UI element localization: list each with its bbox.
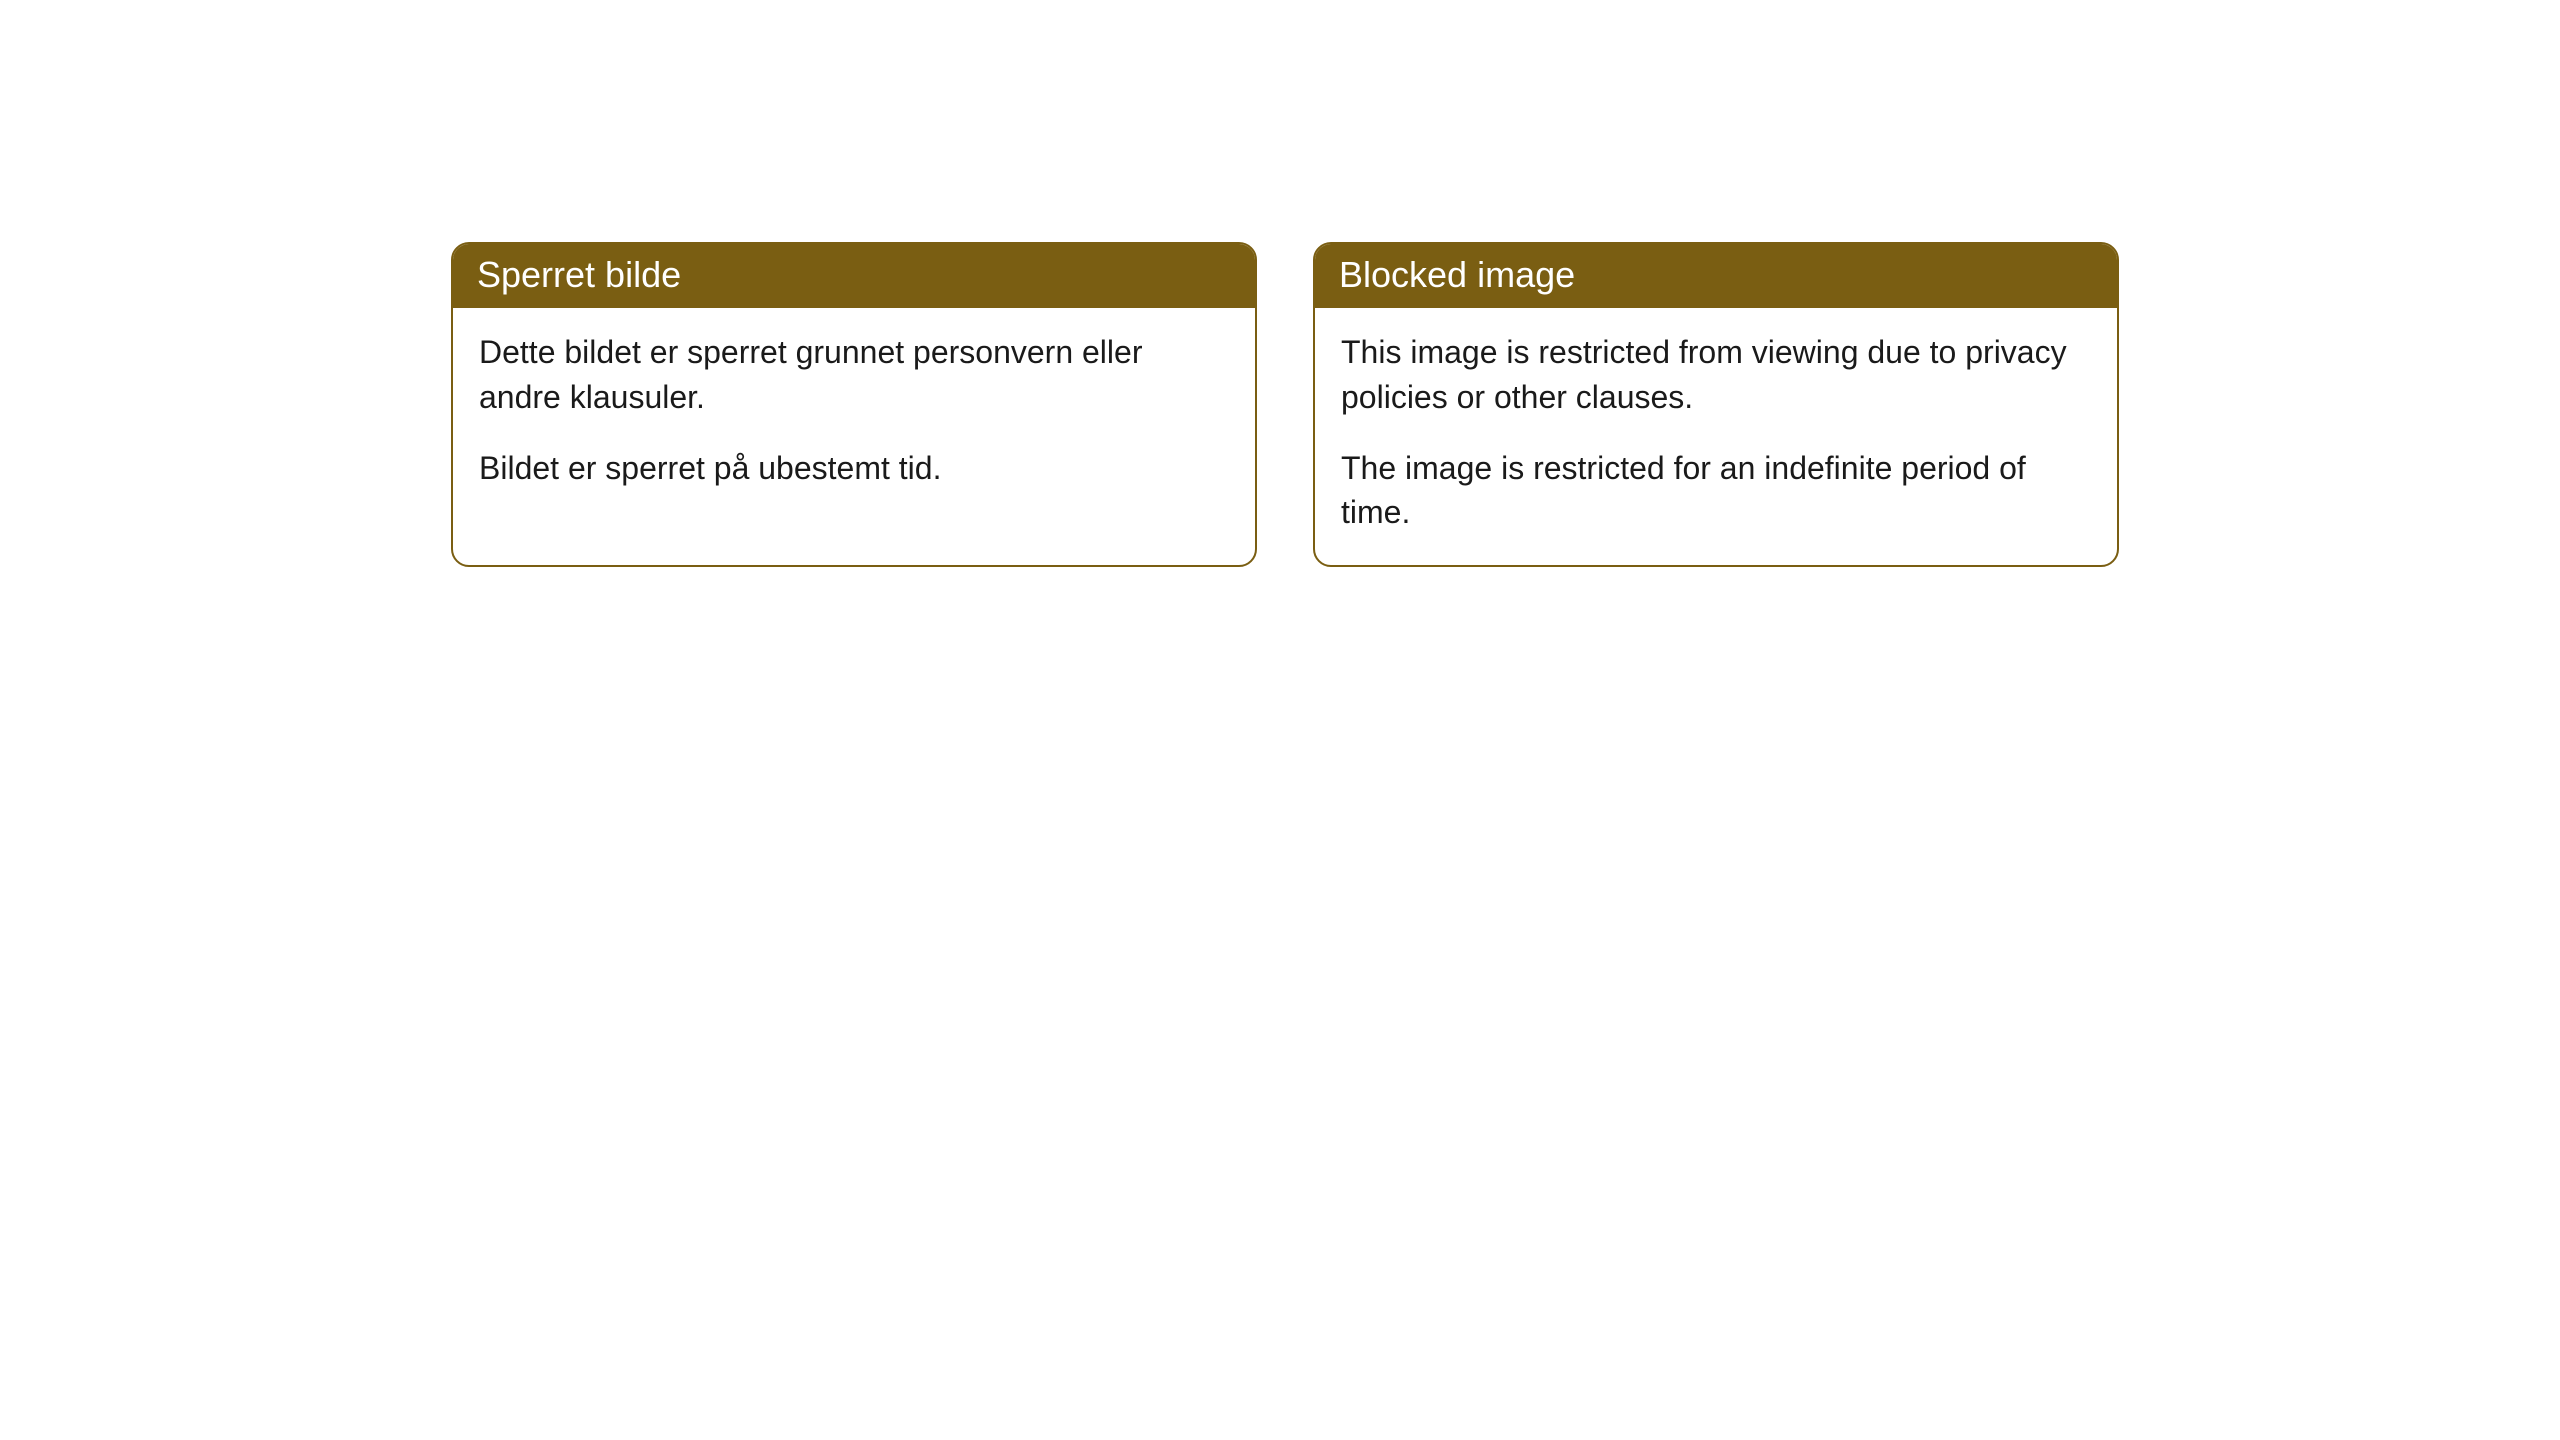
blocked-image-card-english: Blocked image This image is restricted f… bbox=[1313, 242, 2119, 567]
notice-cards-container: Sperret bilde Dette bildet er sperret gr… bbox=[451, 242, 2119, 567]
card-paragraph-2: Bildet er sperret på ubestemt tid. bbox=[479, 446, 1229, 491]
card-body-english: This image is restricted from viewing du… bbox=[1315, 308, 2117, 565]
card-header-english: Blocked image bbox=[1315, 244, 2117, 308]
blocked-image-card-norwegian: Sperret bilde Dette bildet er sperret gr… bbox=[451, 242, 1257, 567]
card-paragraph-1: Dette bildet er sperret grunnet personve… bbox=[479, 330, 1229, 420]
card-header-norwegian: Sperret bilde bbox=[453, 244, 1255, 308]
card-body-norwegian: Dette bildet er sperret grunnet personve… bbox=[453, 308, 1255, 520]
card-paragraph-2: The image is restricted for an indefinit… bbox=[1341, 446, 2091, 536]
card-paragraph-1: This image is restricted from viewing du… bbox=[1341, 330, 2091, 420]
